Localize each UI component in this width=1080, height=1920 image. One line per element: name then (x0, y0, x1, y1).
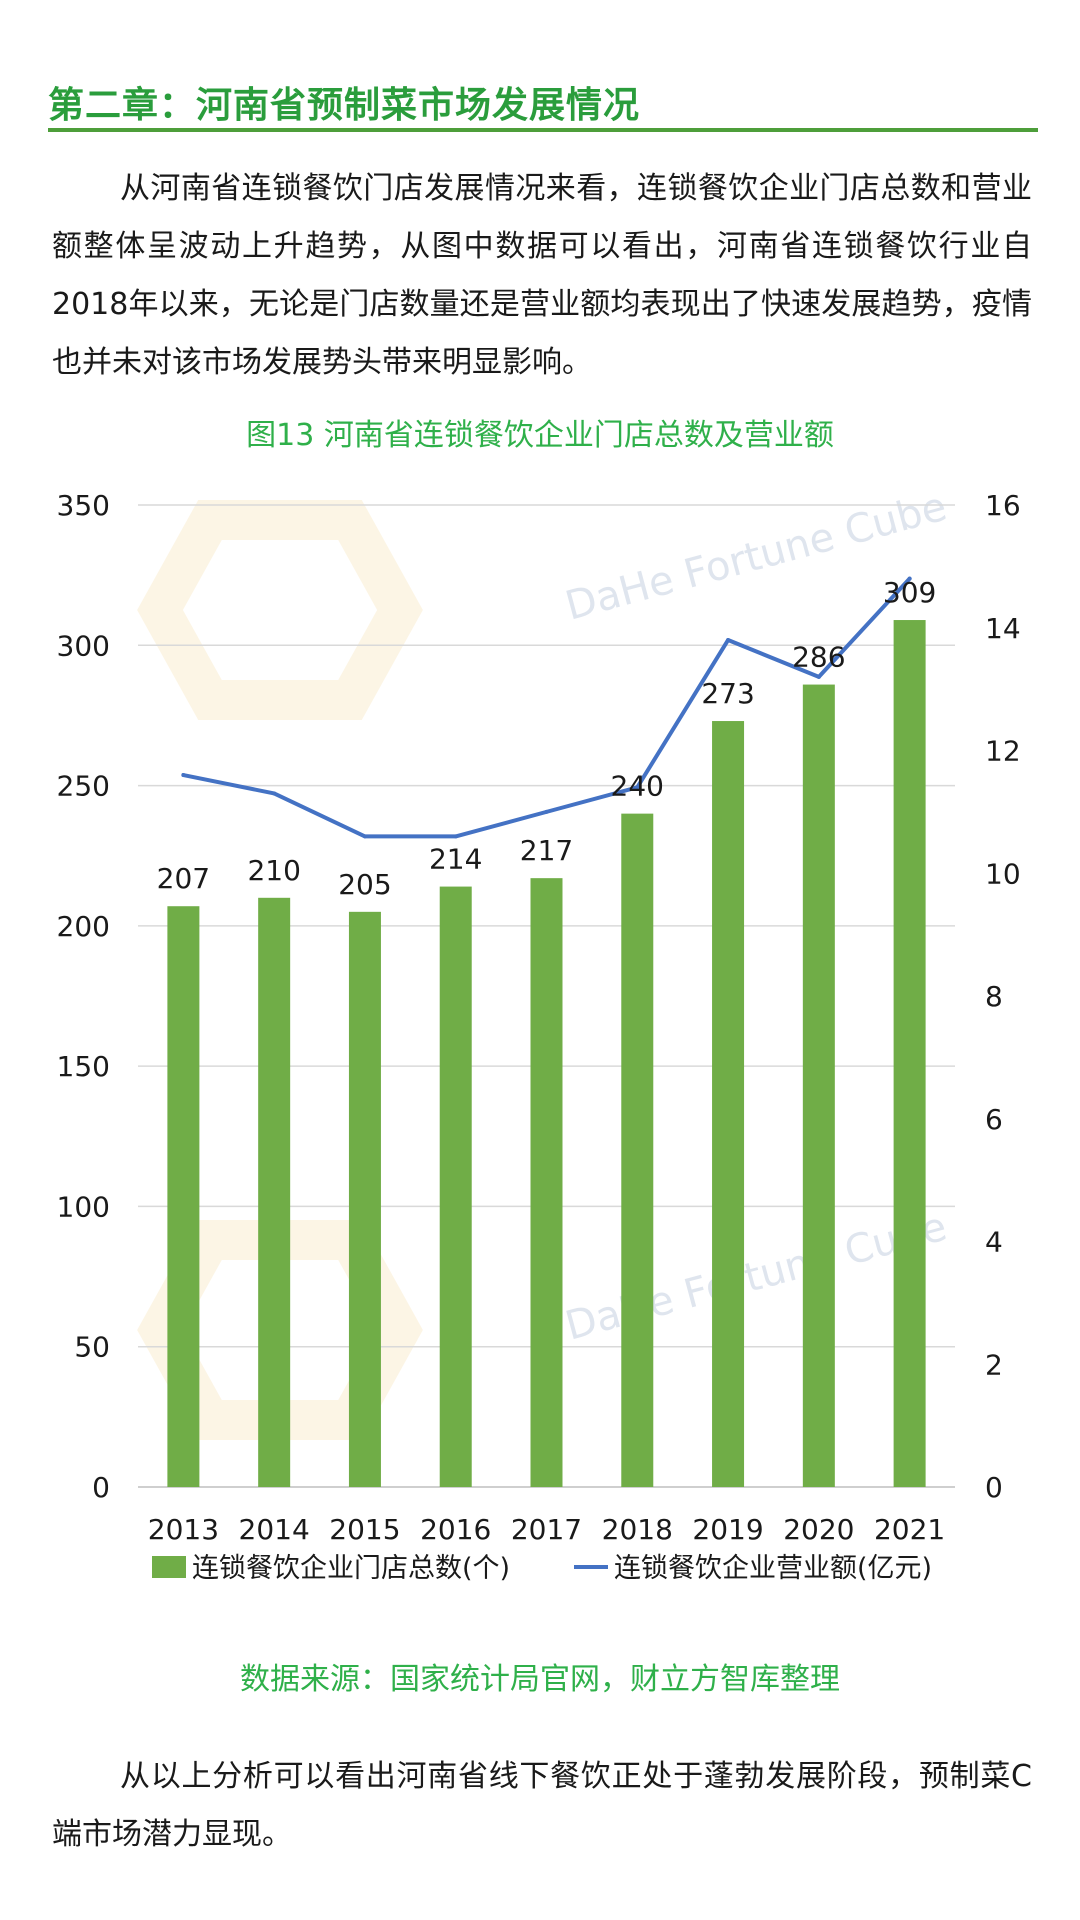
bar (167, 906, 200, 1487)
legend-bar-label: 连锁餐饮企业门店总数(个) (192, 1553, 510, 1584)
y2-tick-label: 16 (985, 489, 1021, 522)
section-heading: 第二章：河南省预制菜市场发展情况 (48, 85, 641, 126)
data-labels: 207 210 205 214 217 240 273 286 309 (157, 576, 937, 901)
y2-tick-label: 12 (985, 735, 1021, 768)
y-tick-label: 300 (57, 629, 110, 662)
y-tick-label: 200 (57, 910, 110, 943)
bar-data-label: 210 (247, 854, 300, 887)
line-point (453, 834, 458, 839)
conclusion-paragraph: 从以上分析可以看出河南省线下餐饮正处于蓬勃发展阶段，预制菜C端市场潜力显现。 (52, 1759, 1032, 1852)
bar (712, 721, 745, 1487)
legend-bar-swatch (152, 1556, 186, 1578)
series-line (181, 576, 912, 839)
y-tick-label: 250 (57, 770, 110, 803)
y2-tick-label: 14 (985, 612, 1021, 645)
line-point (635, 785, 640, 790)
bar-data-label: 207 (157, 862, 210, 895)
legend-line-label: 连锁餐饮企业营业额(亿元) (614, 1553, 932, 1584)
bar (893, 620, 926, 1487)
bar (439, 886, 472, 1487)
y2-tick-label: 8 (985, 980, 1003, 1013)
y2-tick-label: 4 (985, 1226, 1003, 1259)
axes: 0 50 100 150 200 250 300 350 0 2 4 6 8 10 12 14 16 2013 20… (57, 489, 1021, 1546)
x-tick-label: 2013 (148, 1513, 219, 1546)
y2-tick-label: 2 (985, 1348, 1003, 1381)
chart-title: 图13 河南省连锁餐饮企业门店总数及营业额 (246, 418, 834, 453)
line-series (181, 576, 912, 839)
legend: 连锁餐饮企业门店总数(个) 连锁餐饮企业营业额(亿元) (152, 1553, 932, 1584)
x-tick-label: 2020 (783, 1513, 854, 1546)
y-tick-label: 150 (57, 1050, 110, 1083)
bar (802, 684, 835, 1487)
bar-data-label: 217 (520, 834, 573, 867)
x-tick-label: 2018 (602, 1513, 673, 1546)
y2-tick-label: 0 (985, 1471, 1003, 1504)
line-point (726, 638, 731, 643)
bar-data-label: 273 (701, 677, 754, 710)
line-point (272, 791, 277, 796)
bar (621, 813, 654, 1487)
y-tick-label: 0 (92, 1471, 110, 1504)
line-point (362, 834, 367, 839)
y2-tick-label: 10 (985, 857, 1021, 890)
line-point (907, 576, 912, 581)
intro-paragraph: 从河南省连锁餐饮门店发展情况来看，连锁餐饮企业门店总数和营业额整体呈波动上升趋势… (52, 171, 1032, 380)
bar (258, 897, 291, 1487)
bar (530, 878, 563, 1487)
bar-data-label: 205 (338, 868, 391, 901)
x-tick-label: 2015 (329, 1513, 400, 1546)
x-tick-label: 2014 (239, 1513, 310, 1546)
bar-data-label: 286 (792, 641, 845, 674)
bar-data-label: 240 (611, 770, 664, 803)
y-tick-label: 50 (74, 1331, 110, 1364)
x-tick-label: 2021 (874, 1513, 945, 1546)
bar (348, 911, 381, 1487)
y-tick-label: 100 (57, 1190, 110, 1223)
y-tick-label: 350 (57, 489, 110, 522)
line-point (544, 809, 549, 814)
x-tick-label: 2019 (692, 1513, 763, 1546)
bar-series (167, 620, 926, 1487)
x-tick-label: 2017 (511, 1513, 582, 1546)
line-point (181, 773, 186, 778)
x-tick-label: 2016 (420, 1513, 491, 1546)
line-point (816, 674, 821, 679)
y2-tick-label: 6 (985, 1103, 1003, 1136)
heading-rule (48, 128, 1038, 132)
data-source: 数据来源：国家统计局官网，财立方智库整理 (240, 1662, 840, 1697)
bar-data-label: 214 (429, 843, 482, 876)
bar-data-label: 309 (883, 576, 936, 609)
